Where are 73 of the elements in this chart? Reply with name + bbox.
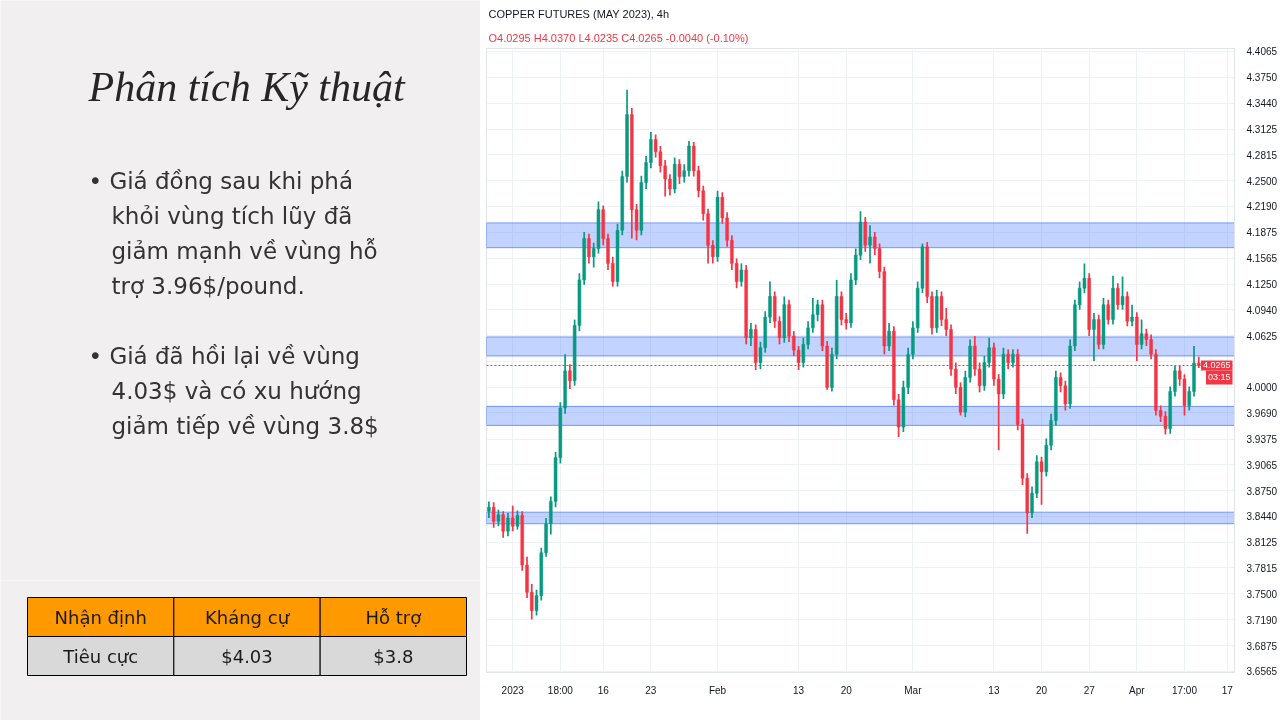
y-tick-label: 4.2815 xyxy=(1246,149,1278,161)
y-tick-label: 3.8440 xyxy=(1246,511,1278,523)
candlestick xyxy=(863,216,867,253)
candlestick xyxy=(1130,303,1134,328)
category-label: Kháng cự xyxy=(204,606,291,628)
candlestick xyxy=(739,262,744,288)
category-label: Nhận định xyxy=(54,606,147,628)
candlestick xyxy=(510,504,515,533)
candlestick xyxy=(506,512,510,537)
y-tick-label: 3.9065 xyxy=(1246,459,1278,471)
text: • Giá đồng sau khi phá khỏi vùng tích lũy đã giảm mạnh về vùng hỗ trợ 3.96$/pound. xyxy=(88,167,378,299)
y-tick-label: 3.8750 xyxy=(1246,485,1278,497)
x-tick-label: 17:00 xyxy=(1171,684,1198,696)
text: • Giá đã hồi lại về vùng 4.03$ và có xu hướng giảm tiếp về vùng 3.8$ xyxy=(88,342,379,439)
candlestick xyxy=(1092,312,1096,362)
candlestick xyxy=(887,322,891,352)
y-tick-label: 4.1565 xyxy=(1246,253,1278,265)
y-tick-label: 3.6565 xyxy=(1246,666,1278,678)
y-tick-label: 4.2190 xyxy=(1246,201,1278,213)
annotation: 03:15 xyxy=(1207,372,1231,383)
x-tick-label: 20 xyxy=(840,684,853,696)
x-tick-label: Feb xyxy=(708,684,727,696)
candlestick xyxy=(868,224,872,265)
y-tick-label: 3.8125 xyxy=(1246,537,1278,549)
candlestick xyxy=(1120,275,1125,311)
candlestick xyxy=(1163,410,1168,436)
x-tick-label: 16 xyxy=(597,684,610,696)
text: $3.8 xyxy=(373,645,414,667)
x-tick-label: 27 xyxy=(1083,684,1096,696)
x-tick-label: 17 xyxy=(1221,684,1234,696)
candlestick xyxy=(587,232,591,265)
x-tick-label: Mar xyxy=(904,684,923,696)
text: $4.03 xyxy=(221,645,273,667)
candlestick xyxy=(1106,298,1110,326)
candlestick xyxy=(1139,318,1144,351)
candlestick xyxy=(491,501,496,529)
y-tick-label: 4.3440 xyxy=(1246,98,1278,110)
y-tick-label: 3.7190 xyxy=(1246,614,1278,626)
text: Tiêu cực xyxy=(62,645,139,667)
text: Phân tích Kỹ thuật xyxy=(87,63,406,110)
y-tick-label: 3.9690 xyxy=(1246,407,1278,419)
chart-subtitle: O4.0295 H4.0370 L4.0235 C4.0265 -0.0040 (-0.10%) xyxy=(488,31,749,44)
y-tick-label: 3.7815 xyxy=(1246,562,1278,574)
chart-title: COPPER FUTURES (MAY 2023), 4h xyxy=(488,7,670,20)
y-tick-label: 4.0000 xyxy=(1246,382,1278,394)
x-tick-label: 20 xyxy=(1035,684,1048,696)
candlestick xyxy=(1011,348,1015,369)
x-tick-label: 23 xyxy=(645,684,657,696)
y-tick-label: 4.0625 xyxy=(1246,330,1278,342)
y-tick-label: 3.9375 xyxy=(1246,434,1278,446)
y-tick-label: 3.7500 xyxy=(1246,588,1278,600)
candlestick xyxy=(515,509,520,531)
x-tick-label: Apr xyxy=(1129,684,1146,696)
ref-line-label: 4.0265 xyxy=(1202,360,1231,371)
candlestick xyxy=(1039,455,1044,506)
y-tick-label: 4.4065 xyxy=(1246,46,1278,58)
x-tick-label: 18:00 xyxy=(547,684,574,696)
y-tick-label: 3.6875 xyxy=(1246,640,1278,652)
candlestick xyxy=(839,290,844,327)
candlestick xyxy=(749,322,753,347)
x-tick-label: 13 xyxy=(988,684,1000,696)
candlestick xyxy=(501,510,505,539)
y-tick-label: 4.1875 xyxy=(1246,227,1278,239)
category-label: Hỗ trợ xyxy=(365,606,422,628)
y-tick-label: 4.2500 xyxy=(1246,175,1278,187)
candlestick xyxy=(677,158,682,185)
y-tick-label: 4.3125 xyxy=(1246,124,1278,136)
candlestick xyxy=(1116,282,1120,311)
x-tick-label: 2023 xyxy=(501,684,525,696)
y-tick-label: 4.3750 xyxy=(1246,72,1278,84)
y-tick-label: 4.1250 xyxy=(1246,279,1278,291)
y-tick-label: 4.0940 xyxy=(1246,304,1278,316)
x-tick-label: 13 xyxy=(793,684,805,696)
